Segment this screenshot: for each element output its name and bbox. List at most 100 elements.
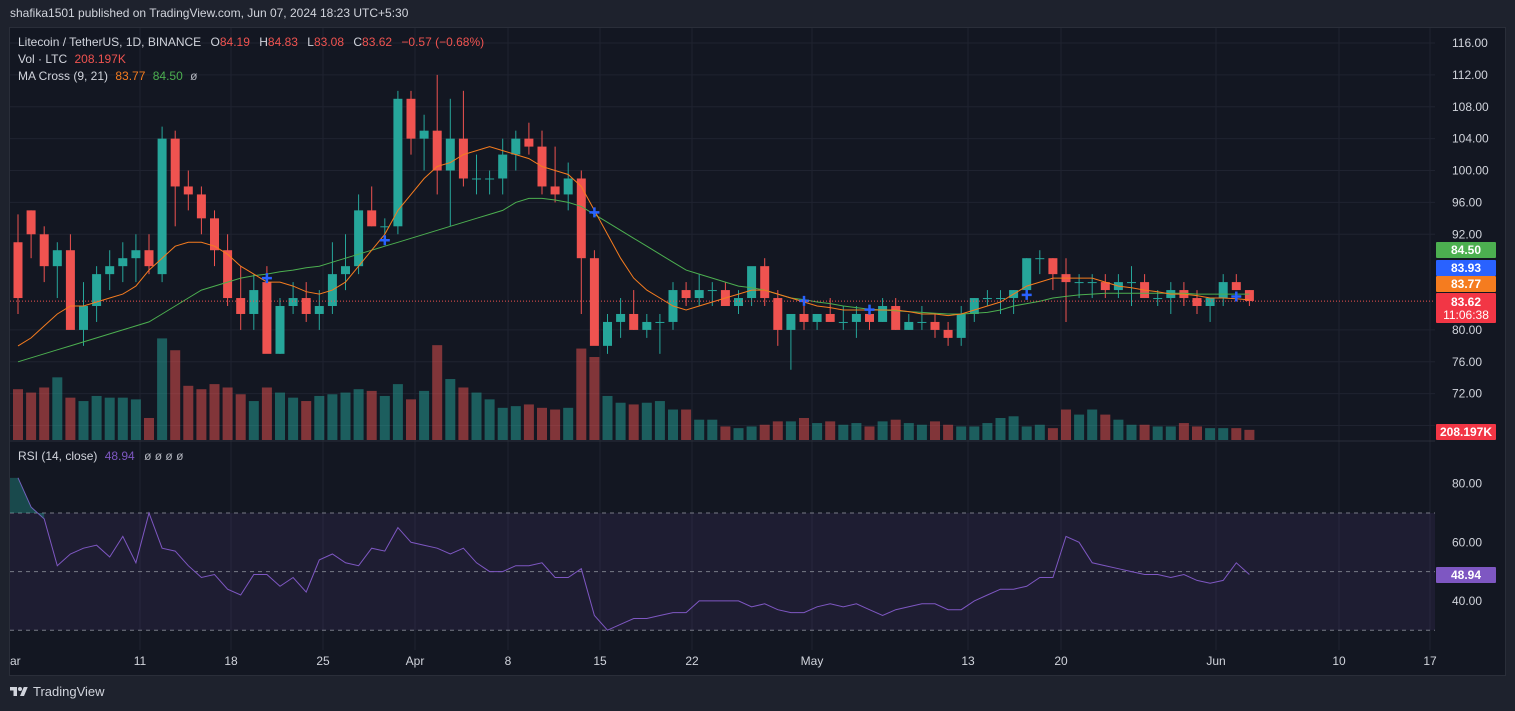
low-label: L (307, 35, 314, 49)
candle-body (367, 210, 377, 227)
ma-slow-value: 84.50 (152, 69, 183, 83)
ma-cross-marker (799, 295, 809, 306)
volume-bar (91, 395, 102, 440)
price-tick-label: 80.00 (1452, 323, 1482, 337)
volume-bar (943, 424, 954, 440)
rsi-value: 48.94 (104, 449, 135, 463)
volume-bar (615, 402, 626, 440)
footer-brand[interactable]: TradingView (10, 684, 105, 699)
ma-cross-marker (1231, 291, 1242, 302)
candle-body (550, 186, 560, 195)
volume-bar (26, 392, 37, 440)
candle-body (747, 266, 757, 299)
candle-body (1218, 282, 1228, 299)
volume-bar (812, 423, 823, 440)
candle-body (144, 250, 154, 267)
time-tick-label: 11 (134, 654, 147, 668)
volume-bar (379, 395, 390, 440)
volume-bar (759, 424, 770, 440)
ma-cross-marker (379, 235, 390, 246)
volume-bar (1178, 423, 1189, 440)
candle-body (969, 298, 979, 314)
close-badge-bg (1436, 293, 1496, 323)
volume-bar (340, 392, 351, 440)
volume-bar (550, 409, 561, 440)
legend-symbol-row: Litecoin / TetherUS, 1D, BINANCE O84.19 … (18, 35, 484, 49)
volume-bar (982, 423, 993, 440)
volume-bar (1047, 428, 1058, 440)
price-tick-label: 108.00 (1452, 100, 1489, 114)
volume-bar (733, 428, 744, 440)
legend-volume-row: Vol · LTC 208.197K (18, 52, 126, 66)
volume-bar (851, 423, 862, 440)
volume-bar (1218, 428, 1229, 440)
volume-bar (170, 350, 181, 440)
volume-bar (654, 401, 665, 440)
legend-rsi-row: RSI (14, close) 48.94 ø ø ø ø (18, 449, 183, 463)
volume-bar (864, 426, 875, 440)
price-tick-label: 116.00 (1452, 36, 1488, 50)
candle-body (157, 138, 167, 275)
candle-body (1127, 282, 1136, 284)
candle-body (930, 321, 940, 330)
ma-cross-marker (864, 304, 875, 315)
volume-bar (1139, 424, 1150, 440)
candle-body (865, 313, 874, 322)
volume-bar (366, 390, 377, 440)
open-value: 84.19 (219, 35, 250, 49)
price-badge-bg (1436, 260, 1496, 276)
close-label: C (353, 35, 363, 49)
candle-body (262, 282, 272, 354)
candle-body (131, 250, 141, 259)
volume-bar (406, 399, 416, 440)
volume-bar (838, 424, 849, 440)
candle-body (458, 138, 468, 179)
chart-frame[interactable] (9, 27, 1506, 676)
high-value: 84.83 (267, 35, 298, 49)
ma-cross-marker (261, 273, 272, 284)
volume-bar (471, 392, 482, 440)
volume-bar (314, 395, 325, 440)
volume-bar (930, 421, 940, 440)
candle-body (589, 258, 599, 346)
volume-bar (157, 338, 168, 440)
volume-bar (576, 348, 587, 440)
candle-body (249, 290, 259, 314)
volume-bar (772, 421, 783, 440)
volume-bar (144, 417, 154, 440)
time-tick-label: 10 (1332, 654, 1346, 668)
volume-bar (1192, 426, 1202, 440)
candle-body (511, 138, 521, 155)
volume-bar (746, 426, 757, 440)
volume-label: Vol · LTC (18, 52, 68, 66)
volume-bar (720, 426, 731, 440)
publish-info: shafika1501 published on TradingView.com… (10, 6, 409, 20)
volume-bars (13, 338, 1255, 440)
rsi-tick-label: 40.00 (1452, 594, 1482, 608)
ma-slow-badge: 84.50 (1451, 243, 1481, 257)
volume-bar (1074, 414, 1085, 440)
volume-bar (916, 424, 927, 440)
open-label: O (210, 35, 220, 49)
volume-bar (995, 417, 1006, 440)
candle-body (642, 321, 652, 330)
volume-bar (1034, 424, 1045, 440)
volume-bar (445, 379, 456, 440)
volume-bar (196, 389, 207, 440)
time-tick-label: Jun (1206, 654, 1225, 668)
change-value: −0.57 (−0.68%) (401, 35, 485, 49)
volume-bar (1021, 426, 1032, 440)
candle-body (851, 313, 861, 322)
high-label: H (259, 35, 268, 49)
candle-body (563, 178, 573, 195)
rsi-badge: 48.94 (1451, 568, 1481, 582)
candle-body (341, 266, 350, 275)
candle-body (314, 306, 324, 314)
volume-bar (563, 407, 574, 440)
volume-bar (117, 397, 128, 440)
axes: 116.00 112.00 108.00 104.00 100.00 96.00 92.00… (10, 36, 1489, 668)
volume-bar (1126, 424, 1137, 440)
volume-bar (877, 421, 888, 440)
volume-bar (785, 421, 796, 440)
